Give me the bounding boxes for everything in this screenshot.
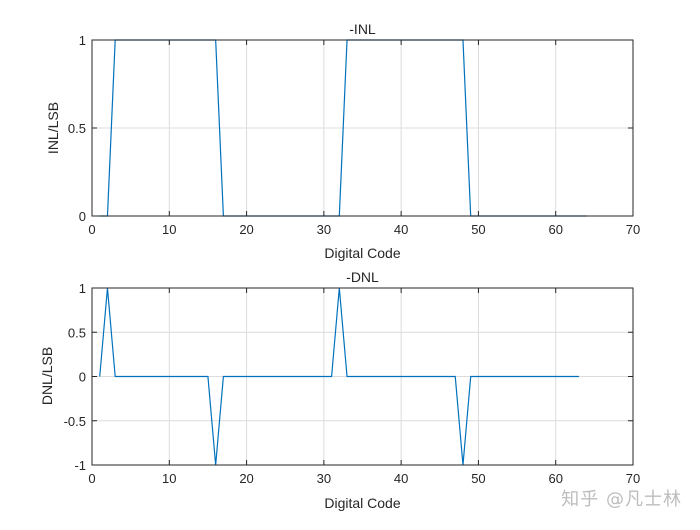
- x-tick-label: 60: [548, 222, 562, 237]
- y-tick-label: 0.5: [68, 121, 86, 136]
- inl-ticks: 0 10 20 30 40 50 60 70 0 0.5 1: [68, 33, 640, 237]
- x-tick-label: 20: [239, 471, 253, 486]
- x-tick-label: 60: [548, 471, 562, 486]
- y-tick-label: 0.5: [68, 325, 86, 340]
- y-tick-label: -1: [74, 458, 86, 473]
- x-tick-label: 30: [317, 222, 331, 237]
- x-tick-label: 40: [394, 471, 408, 486]
- y-tick-label: 0: [79, 370, 86, 385]
- inl-y-axis-label: INL/LSB: [45, 102, 61, 154]
- y-tick-label: 1: [79, 33, 86, 48]
- y-tick-label: -0.5: [64, 414, 86, 429]
- x-tick-label: 50: [471, 471, 485, 486]
- watermark: 知乎 @凡士林: [561, 489, 682, 510]
- x-tick-label: 50: [471, 222, 485, 237]
- x-tick-label: 20: [239, 222, 253, 237]
- x-tick-label: 40: [394, 222, 408, 237]
- inl-title: -INL: [349, 21, 376, 37]
- x-tick-label: 70: [626, 471, 640, 486]
- inl-axes: 0 10 20 30 40 50 60 70 0 0.5 1 -INL Digital Code I…: [45, 21, 640, 261]
- x-tick-label: 30: [317, 471, 331, 486]
- x-tick-label: 70: [626, 222, 640, 237]
- dnl-x-axis-label: Digital Code: [324, 495, 400, 511]
- dnl-title: -DNL: [346, 269, 379, 285]
- dnl-ticks: 0 10 20 30 40 50 60 70 -1 -0.5 0 0.5 1: [64, 281, 641, 486]
- x-tick-label: 10: [162, 471, 176, 486]
- dnl-axes: 0 10 20 30 40 50 60 70 -1 -0.5 0 0.5 1 -DNL Digital …: [39, 269, 640, 511]
- dnl-y-axis-label: DNL/LSB: [39, 347, 55, 405]
- x-tick-label: 10: [162, 222, 176, 237]
- x-tick-label: 0: [88, 222, 95, 237]
- inl-grid: [92, 40, 633, 216]
- inl-x-axis-label: Digital Code: [324, 245, 400, 261]
- x-tick-label: 0: [88, 471, 95, 486]
- y-tick-label: 1: [79, 281, 86, 296]
- y-tick-label: 0: [79, 209, 86, 224]
